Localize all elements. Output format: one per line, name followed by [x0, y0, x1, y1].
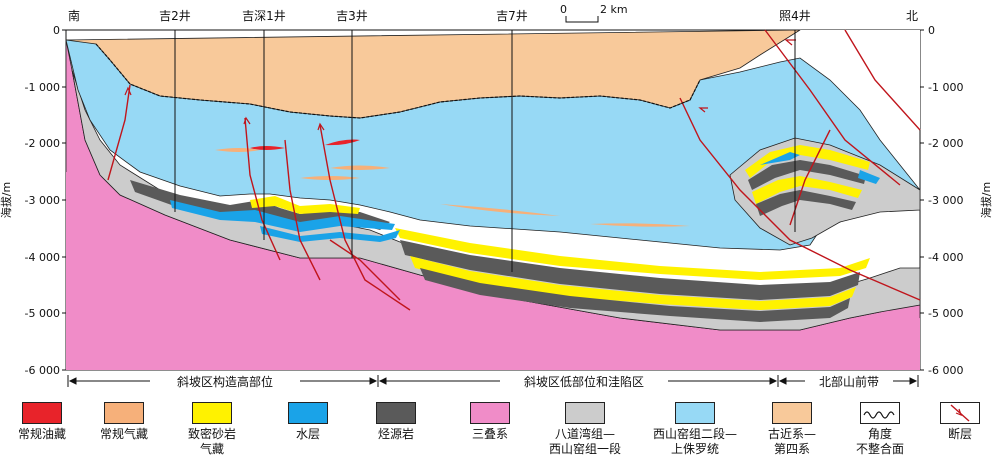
legend-swatch-fault	[940, 402, 980, 424]
legend-label-tight-sand: 致密砂岩 气藏	[187, 427, 236, 456]
north-fold-tight-sand-2	[752, 176, 862, 204]
fault-icon	[950, 404, 970, 422]
scale-bar: 0 2 km	[560, 3, 628, 23]
legend-swatch-tight-sand	[192, 402, 232, 424]
legend-label-paleogene: 古近系— 第四系	[767, 427, 816, 456]
legend-swatch-oil	[22, 402, 62, 424]
gas-reservoir-lens-1	[215, 148, 260, 152]
legend-label-fault: 断层	[947, 427, 972, 441]
legend-label-badaowan: 八道湾组— 西山窑组一段	[548, 427, 621, 456]
legend-item-fault: 断层	[920, 396, 1000, 442]
well-label-jishen1: 吉深1井	[242, 9, 286, 23]
right-tick-4: -4 000	[928, 251, 963, 264]
legend-item-oil: 常规油藏	[2, 396, 82, 442]
anticline-water-layer	[170, 200, 395, 232]
right-tick-6: -6 000	[928, 364, 963, 377]
legend-swatch-source-rock	[376, 402, 416, 424]
zone-label-low: 斜坡区低部位和洼陷区	[524, 374, 644, 389]
right-axis: 0 -1 000 -2 000 -3 000 -4 000 -5 000 -6 …	[920, 24, 993, 377]
fault-arrows	[124, 39, 796, 131]
legend-swatch-water	[288, 402, 328, 424]
legend-swatch-paleogene	[772, 402, 812, 424]
triassic-lower-band	[66, 172, 920, 370]
legend-item-source-rock: 烃源岩	[356, 396, 436, 442]
north-thrust-zone	[800, 30, 920, 130]
right-axis-label: 海拔/m	[979, 182, 993, 218]
right-tick-5: -5 000	[928, 307, 963, 320]
north-fold-source-rock-2	[756, 190, 856, 216]
right-tick-2: -2 000	[928, 137, 963, 150]
legend-item-water: 水层	[268, 396, 348, 442]
well-label-ji2: 吉2井	[159, 9, 191, 23]
legend-swatch-xishanyao	[675, 402, 715, 424]
left-axis: 0 -1 000 -2 000 -3 000 -4 000 -5 000 -6 …	[0, 24, 66, 377]
legend-label-triassic: 三叠系	[471, 427, 508, 441]
legend-item-gas: 常规气藏	[84, 396, 164, 442]
oil-reservoir-2	[325, 139, 360, 146]
left-axis-label: 海拔/m	[0, 182, 13, 218]
source-rock-band-2	[420, 268, 850, 322]
gas-reservoir-lens-5	[590, 223, 690, 227]
left-tick-2: -2 000	[25, 137, 60, 150]
legend-label-water: 水层	[295, 427, 320, 441]
right-tick-3: -3 000	[928, 194, 963, 207]
right-tick-1: -1 000	[928, 81, 963, 94]
legend-label-unconformity: 角度 不整合面	[855, 427, 904, 456]
anticline-tight-sand	[250, 196, 360, 214]
right-tick-0: 0	[928, 24, 935, 37]
oil-reservoir-1	[250, 146, 285, 150]
left-tick-6: -6 000	[25, 364, 60, 377]
zone-annotations	[67, 375, 919, 387]
legend-label-oil: 常规油藏	[17, 427, 66, 441]
legend-swatch-unconformity	[860, 402, 900, 424]
legend-swatch-triassic	[470, 402, 510, 424]
north-fold-water	[760, 152, 880, 184]
left-tick-3: -3 000	[25, 194, 60, 207]
tight-sand-band-1	[410, 256, 856, 310]
gas-reservoir-lens-2	[330, 165, 390, 170]
scale-zero: 0	[560, 3, 567, 16]
north-label: 北	[906, 9, 918, 23]
legend: 常规油藏 常规气藏 致密砂岩 气藏 水层 烃源岩 三叠系 八道湾组— 西山窑组一…	[0, 396, 1000, 469]
north-fold-tight-sand	[745, 145, 870, 178]
legend-item-paleogene: 古近系— 第四系	[752, 396, 832, 457]
legend-item-triassic: 三叠系	[450, 396, 530, 442]
legend-item-badaowan: 八道湾组— 西山窑组一段	[530, 396, 640, 457]
source-rock-band-1	[400, 240, 860, 300]
tight-sand-band-2	[395, 228, 870, 280]
south-label: 南	[68, 8, 80, 23]
unconformity-line	[95, 43, 701, 119]
legend-swatch-badaowan	[565, 402, 605, 424]
anticline-water-layer-2	[260, 226, 400, 242]
legend-item-unconformity: 角度 不整合面	[840, 396, 920, 457]
left-tick-4: -4 000	[25, 251, 60, 264]
fault-lines	[107, 29, 921, 311]
legend-label-gas: 常规气藏	[99, 427, 148, 441]
legend-label-xishanyao: 西山窑组二段— 上侏罗统	[652, 427, 737, 456]
north-fold-source-rock	[748, 160, 866, 190]
well-label-ji3: 吉3井	[336, 9, 368, 23]
scale-km: 2 km	[600, 3, 628, 16]
legend-item-tight-sand: 致密砂岩 气藏	[172, 396, 252, 457]
legend-label-source-rock: 烃源岩	[377, 427, 414, 441]
unconformity-icon	[863, 411, 895, 419]
legend-item-xishanyao: 西山窑组二段— 上侏罗统	[640, 396, 750, 457]
zone-label-north: 北部山前带	[819, 374, 879, 389]
legend-swatch-gas	[104, 402, 144, 424]
left-tick-0: 0	[53, 24, 60, 37]
gas-reservoir-lens-4	[440, 204, 560, 216]
well-label-ji7: 吉7井	[496, 9, 528, 23]
zone-label-high: 斜坡区构造高部位	[177, 374, 273, 389]
well-label-zhao4: 照4井	[779, 9, 811, 23]
left-tick-5: -5 000	[25, 307, 60, 320]
left-tick-1: -1 000	[25, 81, 60, 94]
